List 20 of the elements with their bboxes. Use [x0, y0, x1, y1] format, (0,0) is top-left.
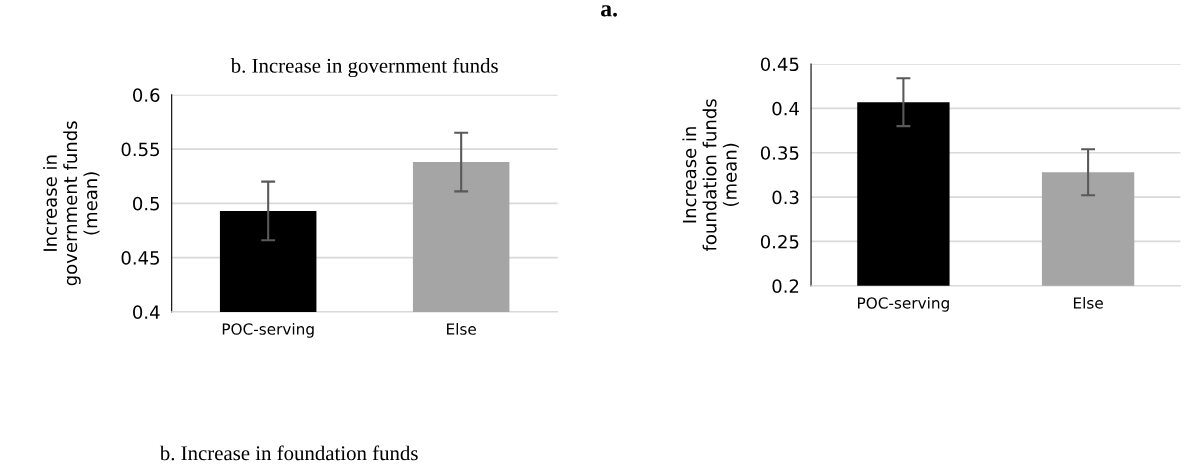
y-tick-label: 0.4	[133, 305, 160, 320]
x-tick-label: POC-serving	[858, 296, 949, 312]
chart-title: b. Increase in government funds	[230, 57, 498, 78]
y-tick-label: 0.45	[760, 57, 799, 72]
x-tick-label: POC-serving	[222, 323, 314, 338]
y-axis-title: Increase in foundation funds (mean)	[682, 99, 739, 252]
y-tick-label: 0.45	[121, 251, 159, 265]
text: b. Increase in foundation funds	[159, 445, 418, 461]
y-tick-label: 0.55	[121, 142, 159, 157]
y-tick-label: 0.5	[133, 196, 159, 211]
y-tick-label: 0.4	[772, 101, 799, 116]
text: a.	[601, 5, 617, 17]
y-tick-label: 0.35	[760, 146, 799, 160]
y-axis-title: Increase in government funds (mean)	[43, 121, 100, 286]
y-tick-label: 0.6	[133, 88, 160, 102]
x-tick-label: Else	[447, 323, 476, 335]
x-tick-label: Else	[1073, 296, 1103, 309]
y-tick-label: 0.25	[760, 234, 799, 249]
y-tick-label: 0.3	[772, 190, 799, 205]
y-tick-label: 0.2	[772, 279, 799, 293]
